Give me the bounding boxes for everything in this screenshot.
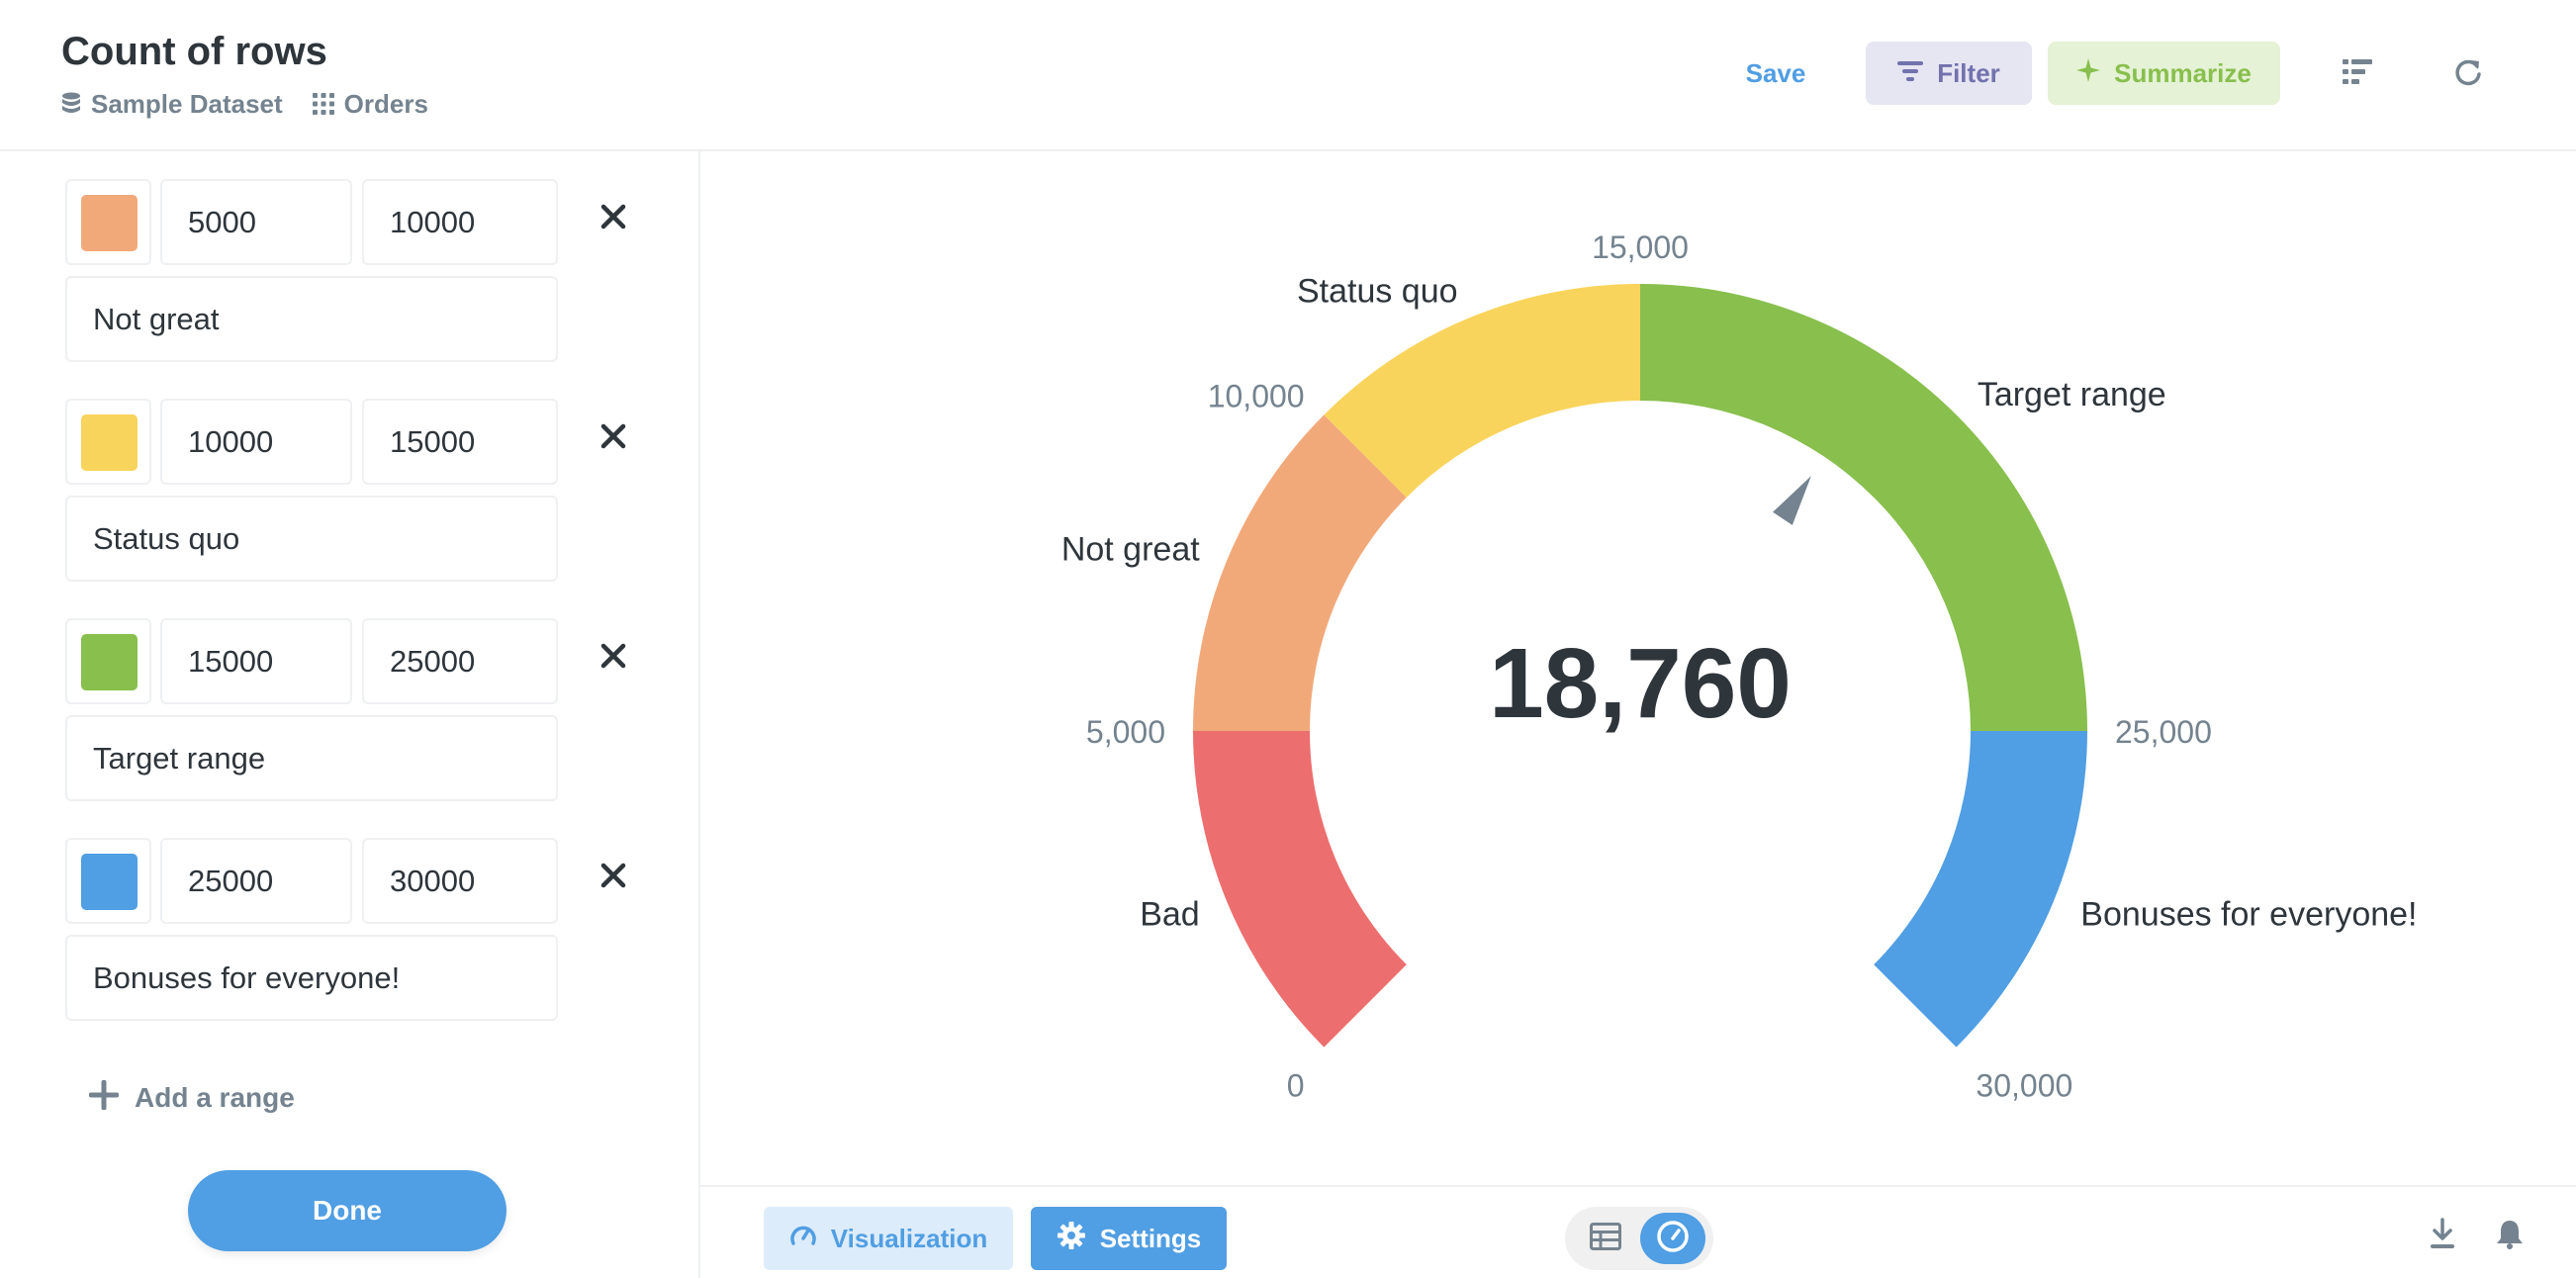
color-swatch bbox=[81, 195, 138, 251]
remove-range-button[interactable] bbox=[594, 199, 633, 238]
gauge-segment-label: Not great bbox=[1061, 531, 1200, 569]
range-label-input[interactable]: Target range bbox=[65, 715, 558, 801]
range-row: 10000 15000 Status quo bbox=[65, 399, 659, 594]
close-icon bbox=[600, 643, 626, 674]
color-swatch bbox=[81, 854, 138, 910]
settings-label: Settings bbox=[1099, 1223, 1202, 1253]
settings-button[interactable]: Settings bbox=[1031, 1207, 1227, 1270]
close-icon bbox=[600, 423, 626, 454]
color-swatch bbox=[81, 634, 138, 690]
filter-button[interactable]: Filter bbox=[1866, 42, 2032, 105]
range-label-input[interactable]: Not great bbox=[65, 276, 558, 362]
range-color-picker[interactable] bbox=[65, 618, 151, 704]
visualization-label: Visualization bbox=[830, 1223, 988, 1253]
gauge-segment bbox=[1874, 731, 2087, 1048]
summarize-button[interactable]: Summarize bbox=[2048, 42, 2280, 105]
gauge-icon bbox=[789, 1222, 817, 1256]
query-header: Count of rows Sample Dataset Orders bbox=[0, 0, 2576, 151]
color-swatch bbox=[81, 414, 138, 471]
table-icon bbox=[1590, 1222, 1621, 1255]
chart-view-toggle[interactable] bbox=[1640, 1213, 1705, 1264]
filter-icon bbox=[1897, 58, 1924, 89]
plus-icon bbox=[88, 1079, 120, 1117]
gauge-visualization: 0 5,000 10,000 15,000 25,000 30,000 Bad Not gr… bbox=[700, 151, 2576, 1185]
gauge-segment bbox=[1324, 284, 1640, 498]
range-row: 5000 10000 Not great bbox=[65, 179, 659, 375]
add-range-label: Add a range bbox=[135, 1082, 295, 1113]
gauge-tick-label: 25,000 bbox=[2115, 714, 2212, 750]
gauge-segment-label: Bonuses for everyone! bbox=[2080, 895, 2417, 933]
gauge-tick-label: 10,000 bbox=[1208, 379, 1305, 414]
remove-range-button[interactable] bbox=[594, 858, 633, 897]
notebook-button[interactable] bbox=[2333, 49, 2382, 99]
range-max-input[interactable]: 10000 bbox=[362, 179, 558, 265]
gauge-needle bbox=[1765, 461, 1822, 533]
gauge-segment bbox=[1640, 284, 2087, 731]
range-row: 15000 25000 Target range bbox=[65, 618, 659, 814]
range-color-picker[interactable] bbox=[65, 399, 151, 485]
range-label-input[interactable]: Status quo bbox=[65, 496, 558, 582]
gauge-segment-label: Status quo bbox=[1297, 273, 1458, 311]
page-title: Count of rows bbox=[61, 30, 327, 73]
gauge-tick-label: 30,000 bbox=[1976, 1067, 2072, 1103]
notebook-icon bbox=[2343, 58, 2372, 90]
refresh-button[interactable] bbox=[2443, 49, 2493, 99]
range-color-picker[interactable] bbox=[65, 838, 151, 924]
gauge-settings-sidebar: 5000 10000 Not great 10000 15000 Status … bbox=[0, 151, 700, 1278]
breadcrumb-database-label: Sample Dataset bbox=[91, 88, 283, 119]
save-button[interactable]: Save bbox=[1745, 57, 1806, 88]
refresh-icon bbox=[2453, 57, 2483, 92]
gear-icon bbox=[1057, 1221, 1086, 1257]
download-button[interactable] bbox=[2418, 1211, 2467, 1260]
add-range-button[interactable]: Add a range bbox=[88, 1076, 295, 1120]
view-footer: Visualization Settings bbox=[700, 1185, 2576, 1278]
remove-range-button[interactable] bbox=[594, 418, 633, 458]
gauge-value-label: 18,760 bbox=[1489, 628, 1792, 739]
breadcrumb: Sample Dataset Orders bbox=[61, 87, 428, 121]
range-min-input[interactable]: 25000 bbox=[160, 838, 352, 924]
range-max-input[interactable]: 15000 bbox=[362, 399, 558, 485]
breadcrumb-table-label: Orders bbox=[343, 88, 428, 119]
remove-range-button[interactable] bbox=[594, 638, 633, 678]
range-max-input[interactable]: 30000 bbox=[362, 838, 558, 924]
alert-button[interactable] bbox=[2485, 1211, 2534, 1260]
range-label-input[interactable]: Bonuses for everyone! bbox=[65, 935, 558, 1021]
summarize-label: Summarize bbox=[2114, 57, 2252, 88]
gauge-segment-label: Bad bbox=[1140, 895, 1200, 933]
view-toggle bbox=[1565, 1207, 1713, 1270]
gauge-chart: 0 5,000 10,000 15,000 25,000 30,000 Bad Not gr… bbox=[1061, 229, 2418, 1103]
done-button[interactable]: Done bbox=[188, 1170, 506, 1251]
gauge-tick-label: 15,000 bbox=[1592, 229, 1689, 265]
filter-label: Filter bbox=[1937, 57, 2000, 88]
close-icon bbox=[600, 204, 626, 234]
range-min-input[interactable]: 5000 bbox=[160, 179, 352, 265]
gauge-segment-label: Target range bbox=[1978, 376, 2166, 413]
breadcrumb-database[interactable]: Sample Dataset bbox=[61, 89, 283, 120]
range-min-input[interactable]: 15000 bbox=[160, 618, 352, 704]
gauge-tick-label: 0 bbox=[1287, 1067, 1305, 1103]
close-icon bbox=[600, 863, 626, 893]
gauge-tick-label: 5,000 bbox=[1086, 714, 1165, 750]
range-color-picker[interactable] bbox=[65, 179, 151, 265]
download-icon bbox=[2429, 1217, 2456, 1254]
visualization-button[interactable]: Visualization bbox=[764, 1207, 1013, 1270]
gauge-segment bbox=[1193, 414, 1407, 731]
sparkle-icon bbox=[2076, 57, 2101, 89]
range-row: 25000 30000 Bonuses for everyone! bbox=[65, 838, 659, 1034]
breadcrumb-table[interactable]: Orders bbox=[312, 88, 428, 120]
gauge-segment bbox=[1193, 731, 1407, 1048]
database-icon bbox=[61, 92, 81, 116]
range-max-input[interactable]: 25000 bbox=[362, 618, 558, 704]
range-min-input[interactable]: 10000 bbox=[160, 399, 352, 485]
bell-icon bbox=[2495, 1218, 2525, 1254]
table-view-toggle[interactable] bbox=[1575, 1213, 1636, 1264]
grid-icon bbox=[312, 93, 334, 115]
gauge-icon bbox=[1656, 1220, 1690, 1258]
